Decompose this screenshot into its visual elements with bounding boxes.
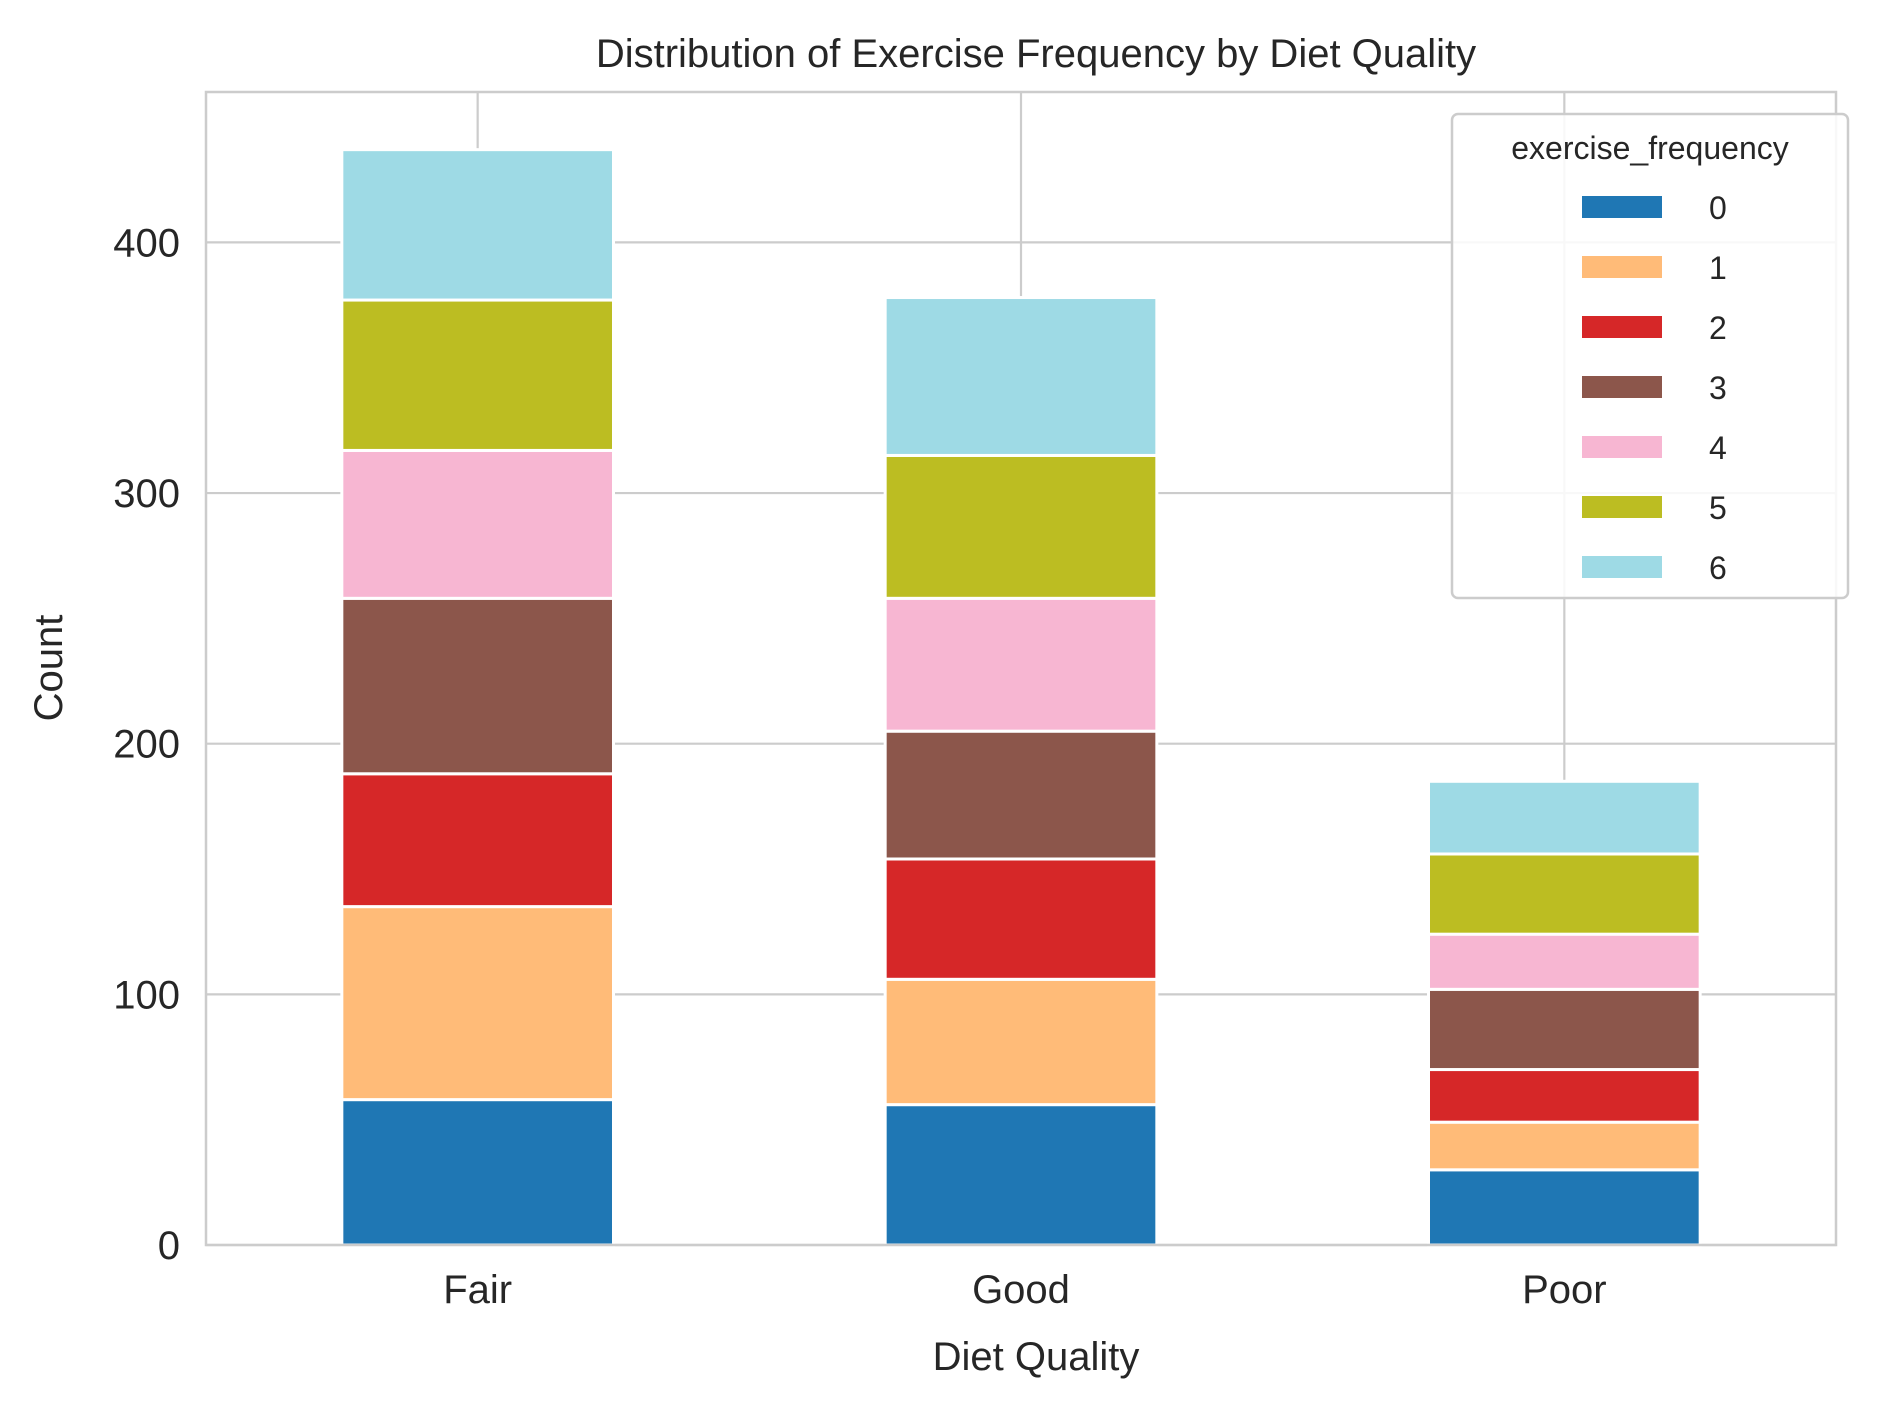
legend: exercise_frequency 0 1 2 3 4 5 6 [1450,112,1850,600]
legend-title: exercise_frequency [1511,130,1788,166]
bar-segment [340,772,615,909]
x-tick-label: Good [972,1268,1070,1312]
bar-segment [1427,987,1702,1072]
bar-segment [1427,932,1702,991]
legend-label: 6 [1709,550,1727,586]
y-tick-label: 200 [113,723,180,767]
legend-label: 3 [1709,370,1727,406]
bar-segment [883,453,1159,600]
y-tick-label: 100 [113,973,180,1017]
legend-label: 4 [1709,430,1727,466]
legend-items: 0 1 2 3 4 5 6 [1582,190,1727,586]
bar-segment [1427,852,1702,936]
x-tick-label: Fair [443,1268,512,1312]
bar-segment [883,977,1159,1107]
x-axis-label: Diet Quality [933,1335,1140,1379]
bars [340,148,1702,1247]
legend-swatch [1582,316,1662,338]
bar-segment [1427,1068,1702,1124]
bar-segment [883,857,1159,981]
bar-segment [1427,779,1702,856]
y-tick-label: 300 [113,472,180,516]
bar-segment [883,596,1159,733]
bar-segment [883,296,1159,457]
bar-segment [1427,1168,1702,1247]
y-tick-label: 400 [113,221,180,265]
plot-frame [204,90,1838,1247]
bar-segment [340,596,615,776]
y-axis-label: Count [27,615,71,722]
legend-swatch [1582,256,1662,278]
bar-segment [340,148,615,302]
legend-label: 1 [1709,250,1727,286]
y-tick-label: 0 [158,1224,180,1268]
chart-title: Distribution of Exercise Frequency by Di… [596,32,1476,76]
legend-box [1450,112,1850,600]
bar-segment [340,298,615,452]
legend-label: 5 [1709,490,1727,526]
bar-segment [340,905,615,1102]
legend-swatch [1582,376,1662,398]
legend-label: 2 [1709,310,1727,346]
x-tick-label: Poor [1522,1268,1607,1312]
legend-swatch [1582,556,1662,578]
bar-segment [883,729,1159,861]
legend-swatch [1582,436,1662,458]
legend-swatch [1582,496,1662,518]
bar-segment [340,1098,615,1247]
bar-segment [883,1103,1159,1247]
legend-label: 0 [1709,190,1727,226]
bar-segment [340,448,615,600]
tick-labels: 0 100 200 300 400 Fair Good Poor [113,221,1606,1312]
bar-segment [1427,1120,1702,1172]
legend-swatch [1582,196,1662,218]
